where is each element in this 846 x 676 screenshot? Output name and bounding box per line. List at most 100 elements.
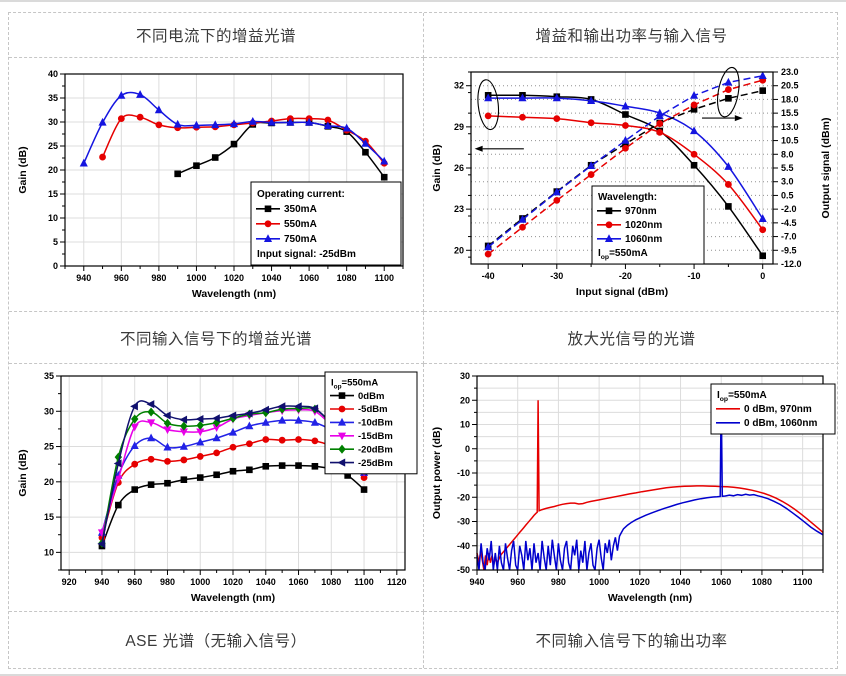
svg-text:-20: -20 xyxy=(456,492,469,502)
svg-text:980: 980 xyxy=(151,273,166,283)
panel-title-output-power-vs-input: 不同输入信号下的输出功率 xyxy=(424,612,839,668)
svg-text:Operating current:: Operating current: xyxy=(257,189,345,200)
svg-text:1040: 1040 xyxy=(256,577,276,587)
panel-title-text: 放大光信号的光谱 xyxy=(567,330,696,348)
svg-text:20: 20 xyxy=(44,476,54,486)
svg-text:-7.0: -7.0 xyxy=(781,231,797,241)
svg-text:970nm: 970nm xyxy=(625,206,657,217)
panel-title-amplified-spectra: 放大光信号的光谱 xyxy=(424,312,839,364)
svg-text:Iop=550mA: Iop=550mA xyxy=(717,390,767,403)
panel-title-text: 不同输入信号下的输出功率 xyxy=(535,633,728,650)
svg-text:25: 25 xyxy=(44,441,54,451)
svg-text:-15dBm: -15dBm xyxy=(358,431,393,442)
bottom-divider-line xyxy=(0,674,846,676)
svg-text:3.0: 3.0 xyxy=(781,176,794,186)
y2-axis-label: Output signal (dBm) xyxy=(820,117,832,218)
series-line xyxy=(177,120,385,178)
svg-text:5: 5 xyxy=(53,237,58,247)
panel-title-text: 不同输入信号下的增益光谱 xyxy=(119,330,312,348)
svg-text:35: 35 xyxy=(44,371,54,381)
svg-text:20: 20 xyxy=(48,165,58,175)
panel-title-text: ASE 光谱（无输入信号） xyxy=(125,633,307,650)
svg-text:10: 10 xyxy=(459,419,469,429)
svg-text:Iop=550mA: Iop=550mA xyxy=(598,248,648,261)
svg-text:13.0: 13.0 xyxy=(781,121,799,131)
svg-text:Wavelength:: Wavelength: xyxy=(598,192,657,203)
svg-text:940: 940 xyxy=(469,577,484,587)
svg-text:15: 15 xyxy=(48,189,58,199)
chart-gain-spectra-vs-input: 920 940 960 980 1000 1020 1040 1060 1080 1100 1120… xyxy=(17,371,418,604)
svg-text:750mA: 750mA xyxy=(284,234,317,245)
series xyxy=(483,70,767,259)
x-axis-label: Input signal (dBm) xyxy=(575,286,667,298)
svg-text:25: 25 xyxy=(48,141,58,151)
panel-title-text: 增益和输出功率与输入信号 xyxy=(535,28,728,45)
svg-text:0 dBm, 1060nm: 0 dBm, 1060nm xyxy=(744,418,817,429)
panel-title-gain-output-vs-input: 增益和输出功率与输入信号 xyxy=(424,13,839,58)
chart-cell-gain-vs-current: 940 960 980 1000 1020 1040 1060 1080 1100 0 5 10 15 2… xyxy=(9,58,424,312)
svg-text:-40: -40 xyxy=(481,271,494,281)
svg-text:-10: -10 xyxy=(687,271,700,281)
chart-amplified-signal-spectra: 940 960 980 1000 1020 1040 1060 1080 1100-50-40-… xyxy=(431,371,835,604)
svg-text:30: 30 xyxy=(48,117,58,127)
axes-ticks: 920 940 960 980 1000 1020 1040 1060 1080 1100 1120… xyxy=(44,371,407,587)
y-axis-label: Gain (dB) xyxy=(17,449,29,496)
chart-gain-spectra-vs-current: 940 960 980 1000 1020 1040 1060 1080 1100 0 5 10 15 2… xyxy=(17,69,404,300)
svg-text:23.0: 23.0 xyxy=(781,67,799,77)
panel-title-ase-spectra: ASE 光谱（无输入信号） xyxy=(9,612,424,668)
svg-text:1000: 1000 xyxy=(190,577,210,587)
svg-text:1040: 1040 xyxy=(262,273,282,283)
chart-cell-gain-vs-input: 920 940 960 980 1000 1020 1040 1060 1080 1100 1120… xyxy=(9,364,424,612)
svg-text:30: 30 xyxy=(44,406,54,416)
svg-text:8.0: 8.0 xyxy=(781,149,794,159)
y-axis-label: Gain (dB) xyxy=(17,146,29,193)
svg-text:30: 30 xyxy=(459,371,469,381)
svg-text:1100: 1100 xyxy=(374,273,394,283)
svg-text:960: 960 xyxy=(510,577,525,587)
svg-text:1040: 1040 xyxy=(670,577,690,587)
svg-text:-4.5: -4.5 xyxy=(781,217,797,227)
svg-text:-40: -40 xyxy=(456,540,469,550)
svg-text:1060: 1060 xyxy=(299,273,319,283)
svg-text:23: 23 xyxy=(453,204,463,214)
svg-text:-25dBm: -25dBm xyxy=(358,457,393,468)
y-axis-label: Gain (dB) xyxy=(431,144,443,191)
svg-text:10.5: 10.5 xyxy=(781,135,799,145)
plot-area: 940 960 980 1000 1020 1040 1060 1080 1100-50-40-… xyxy=(431,371,835,604)
svg-text:550mA: 550mA xyxy=(284,219,317,230)
svg-text:5.5: 5.5 xyxy=(781,163,794,173)
svg-text:18.0: 18.0 xyxy=(781,94,799,104)
panel-title-gain-vs-current: 不同电流下的增益光谱 xyxy=(9,13,424,58)
svg-text:-30: -30 xyxy=(456,516,469,526)
svg-text:0: 0 xyxy=(760,271,765,281)
svg-text:960: 960 xyxy=(114,273,129,283)
plot-area: 920 940 960 980 1000 1020 1040 1060 1080 1100 1120… xyxy=(17,371,418,604)
series-line xyxy=(487,78,763,255)
svg-text:1120: 1120 xyxy=(387,577,407,587)
svg-text:-10: -10 xyxy=(456,468,469,478)
panel-title-text: 不同电流下的增益光谱 xyxy=(135,28,296,45)
axes-ticks: 940 960 980 1000 1020 1040 1060 1080 1100-50-40-… xyxy=(456,371,823,587)
panel-grid: 不同电流下的增益光谱 增益和输出功率与输入信号 940 960 980 1000 102… xyxy=(8,12,839,669)
svg-text:20.5: 20.5 xyxy=(781,80,799,90)
plot-area: 940 960 980 1000 1020 1040 1060 1080 1100 0 5 10 15 2… xyxy=(17,69,404,300)
chart-legend: Operating current: 350mA 550mA 750mA Input s… xyxy=(250,181,402,265)
panel-title-gain-vs-input: 不同输入信号下的增益光谱 xyxy=(9,312,424,364)
svg-text:0 dBm, 970nm: 0 dBm, 970nm xyxy=(744,404,812,415)
svg-text:0: 0 xyxy=(464,443,469,453)
svg-text:1060: 1060 xyxy=(289,577,309,587)
svg-text:35: 35 xyxy=(48,93,58,103)
x-axis-label: Wavelength (nm) xyxy=(191,592,275,604)
svg-text:-10dBm: -10dBm xyxy=(358,417,393,428)
series xyxy=(475,392,823,570)
svg-text:32: 32 xyxy=(453,80,463,90)
svg-text:1080: 1080 xyxy=(321,577,341,587)
svg-text:-20: -20 xyxy=(618,271,631,281)
svg-text:1020nm: 1020nm xyxy=(625,220,662,231)
series-line xyxy=(487,74,763,248)
svg-text:0dBm: 0dBm xyxy=(358,390,384,401)
series-line xyxy=(475,399,823,570)
